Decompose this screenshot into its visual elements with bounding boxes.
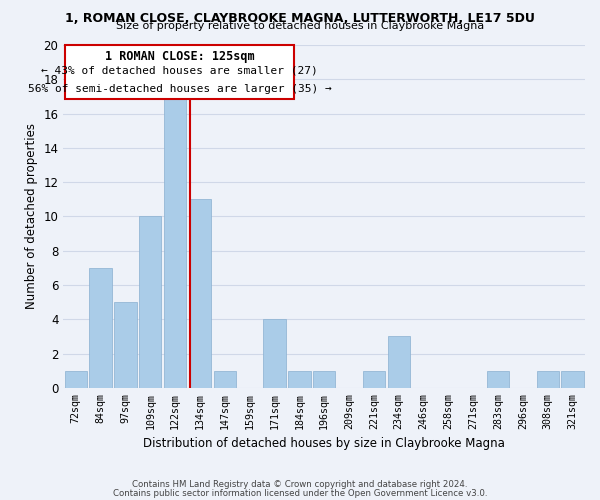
- Bar: [214, 370, 236, 388]
- Bar: [65, 370, 87, 388]
- Y-axis label: Number of detached properties: Number of detached properties: [25, 124, 38, 310]
- Bar: [89, 268, 112, 388]
- Bar: [164, 62, 187, 388]
- Bar: [487, 370, 509, 388]
- FancyBboxPatch shape: [65, 45, 295, 99]
- Text: 56% of semi-detached houses are larger (35) →: 56% of semi-detached houses are larger (…: [28, 84, 331, 94]
- Text: Contains public sector information licensed under the Open Government Licence v3: Contains public sector information licen…: [113, 488, 487, 498]
- Bar: [562, 370, 584, 388]
- X-axis label: Distribution of detached houses by size in Claybrooke Magna: Distribution of detached houses by size …: [143, 437, 505, 450]
- Text: ← 43% of detached houses are smaller (27): ← 43% of detached houses are smaller (27…: [41, 66, 318, 76]
- Bar: [114, 302, 137, 388]
- Bar: [388, 336, 410, 388]
- Bar: [362, 370, 385, 388]
- Bar: [288, 370, 311, 388]
- Text: 1 ROMAN CLOSE: 125sqm: 1 ROMAN CLOSE: 125sqm: [104, 50, 254, 62]
- Bar: [263, 319, 286, 388]
- Text: Contains HM Land Registry data © Crown copyright and database right 2024.: Contains HM Land Registry data © Crown c…: [132, 480, 468, 489]
- Bar: [313, 370, 335, 388]
- Bar: [139, 216, 161, 388]
- Bar: [536, 370, 559, 388]
- Text: Size of property relative to detached houses in Claybrooke Magna: Size of property relative to detached ho…: [116, 21, 484, 31]
- Bar: [189, 200, 211, 388]
- Text: 1, ROMAN CLOSE, CLAYBROOKE MAGNA, LUTTERWORTH, LE17 5DU: 1, ROMAN CLOSE, CLAYBROOKE MAGNA, LUTTER…: [65, 12, 535, 24]
